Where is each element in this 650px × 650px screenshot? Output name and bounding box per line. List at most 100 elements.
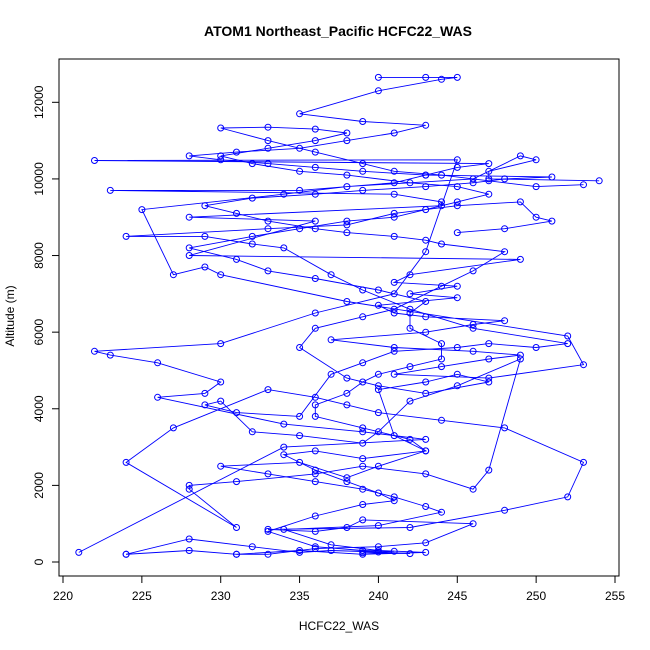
data-point xyxy=(311,543,319,551)
x-tick-label: 245 xyxy=(447,589,467,603)
data-point xyxy=(296,547,304,554)
data-point xyxy=(374,286,382,294)
data-point xyxy=(296,144,304,152)
y-tick-label: 8000 xyxy=(32,242,46,269)
data-point xyxy=(185,547,193,554)
data-point xyxy=(296,432,304,440)
data-point xyxy=(485,167,493,175)
data-point xyxy=(280,525,288,533)
data-point xyxy=(343,171,351,179)
data-point xyxy=(438,340,445,348)
data-point xyxy=(374,428,382,436)
data-point xyxy=(453,382,461,390)
data-point xyxy=(390,278,398,286)
data-point xyxy=(343,183,351,191)
data-point xyxy=(91,157,98,164)
y-tick-label: 2000 xyxy=(32,472,46,499)
data-point xyxy=(453,282,461,290)
data-point xyxy=(311,190,319,198)
data-point xyxy=(422,548,430,556)
data-point xyxy=(469,485,477,493)
data-point xyxy=(343,217,351,225)
data-point xyxy=(217,340,225,348)
data-point xyxy=(469,321,477,328)
data-point xyxy=(311,401,319,409)
data-point xyxy=(453,183,461,191)
data-point xyxy=(453,198,461,206)
data-point xyxy=(390,370,398,378)
data-point xyxy=(359,485,367,493)
data-point xyxy=(343,524,351,531)
data-point xyxy=(296,548,304,556)
data-point xyxy=(580,361,587,369)
data-point xyxy=(359,516,367,524)
data-point xyxy=(296,458,304,466)
data-point xyxy=(311,512,319,520)
data-point xyxy=(406,324,414,332)
data-point xyxy=(311,275,319,282)
data-point xyxy=(453,163,461,171)
data-point xyxy=(359,428,367,436)
data-point xyxy=(233,148,240,156)
y-axis: 0 2000 4000 6000 8000 10000 12000 xyxy=(32,85,60,565)
data-point xyxy=(359,501,367,508)
data-point xyxy=(343,474,351,482)
data-point xyxy=(422,298,430,305)
data-point xyxy=(264,217,272,225)
data-point xyxy=(233,209,240,217)
data-point xyxy=(185,485,193,493)
data-point xyxy=(185,152,193,160)
x-axis: 220 225 230 235 240 245 250 255 xyxy=(53,575,625,603)
data-point xyxy=(406,550,414,558)
data-point xyxy=(532,156,540,164)
data-point xyxy=(438,202,445,210)
data-point xyxy=(374,489,382,497)
data-point xyxy=(343,137,351,145)
data-point xyxy=(548,173,556,181)
data-point xyxy=(501,175,509,183)
data-point xyxy=(280,244,288,252)
data-point xyxy=(422,121,430,129)
data-point xyxy=(359,378,367,386)
data-point xyxy=(564,493,572,501)
data-point xyxy=(390,493,398,501)
data-point xyxy=(453,229,461,237)
data-point xyxy=(280,190,288,198)
data-point xyxy=(264,470,272,478)
data-point xyxy=(438,171,445,179)
data-point xyxy=(406,305,414,313)
data-point xyxy=(248,194,256,202)
data-point xyxy=(106,351,114,359)
data-point xyxy=(374,386,382,394)
data-point xyxy=(122,550,130,558)
data-point xyxy=(296,225,304,233)
data-point xyxy=(438,282,445,290)
data-point xyxy=(327,541,335,549)
data-point xyxy=(311,393,319,401)
data-point xyxy=(217,378,225,386)
series-line xyxy=(125,201,585,555)
data-point xyxy=(469,179,477,187)
data-point xyxy=(248,240,256,248)
data-point xyxy=(233,409,240,417)
data-point xyxy=(185,244,193,252)
data-point xyxy=(422,447,430,455)
data-point xyxy=(501,225,509,233)
data-point xyxy=(217,124,225,132)
data-point xyxy=(406,179,414,187)
data-point xyxy=(390,432,398,440)
data-point xyxy=(122,458,130,466)
data-point xyxy=(296,344,304,351)
data-point xyxy=(374,301,382,309)
series-group xyxy=(75,152,603,556)
data-point xyxy=(264,123,272,131)
data-point xyxy=(343,389,351,397)
data-point xyxy=(91,347,98,355)
data-point xyxy=(296,186,304,194)
x-tick-label: 255 xyxy=(605,589,625,603)
data-point xyxy=(311,324,319,332)
data-point xyxy=(264,550,272,558)
data-point xyxy=(359,118,367,125)
data-point xyxy=(217,462,225,470)
